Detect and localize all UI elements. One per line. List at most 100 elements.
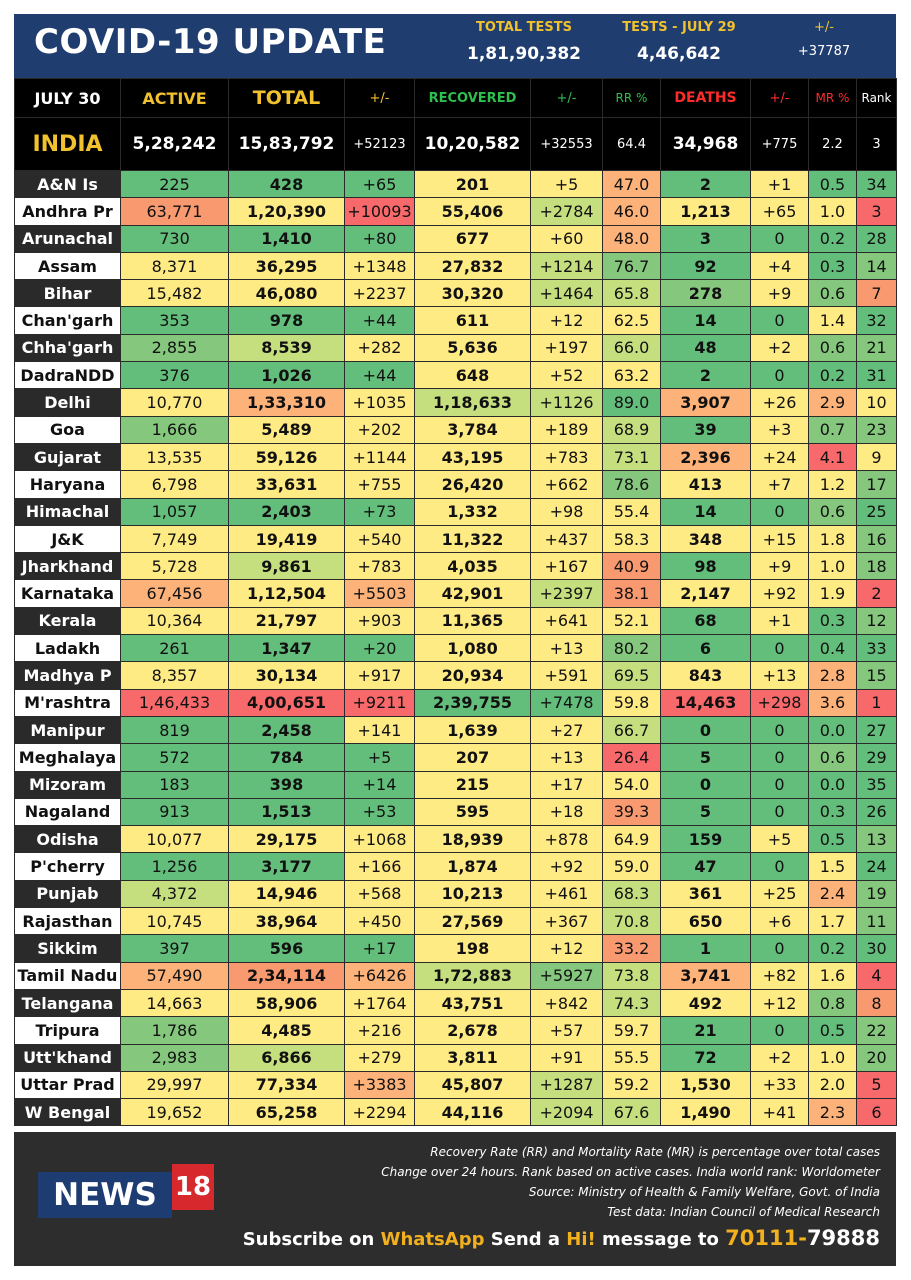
state-name: M'rashtra bbox=[14, 688, 121, 717]
cell-deaths-change: +41 bbox=[750, 1098, 809, 1127]
cell-recovered: 1,874 bbox=[414, 852, 531, 881]
state-name: Kerala bbox=[14, 606, 121, 636]
cell-mr: 2.0 bbox=[808, 1070, 857, 1100]
state-name: DadraNDD bbox=[14, 361, 121, 390]
cell-deaths-change: 0 bbox=[750, 497, 809, 526]
subscribe-line: Subscribe on WhatsApp Send a Hi! message… bbox=[243, 1226, 880, 1250]
phone-number-part2: 79888 bbox=[806, 1226, 880, 1250]
cell-deaths: 39 bbox=[660, 415, 751, 444]
cell-active: 6,798 bbox=[120, 470, 229, 499]
cell-active: 1,057 bbox=[120, 497, 229, 526]
cell-deaths: 14 bbox=[660, 497, 751, 526]
column-header-row: JULY 30 ACTIVE TOTAL +/- RECOVERED +/- R… bbox=[14, 78, 897, 118]
cell-total: 1,026 bbox=[228, 361, 345, 390]
cell-deaths-change: +2 bbox=[750, 1043, 809, 1072]
cell-deaths: 361 bbox=[660, 879, 751, 909]
cell-recovered: 215 bbox=[414, 770, 531, 799]
cell-rank: 2 bbox=[856, 579, 897, 608]
cell-active: 7,749 bbox=[120, 524, 229, 554]
cell-rr: 62.5 bbox=[602, 306, 661, 335]
cell-deaths: 48 bbox=[660, 333, 751, 363]
table-row: Mizoram 183 398 +14 215 +17 54.0 0 0 0.0 35 bbox=[14, 770, 897, 799]
cell-deaths: 3 bbox=[660, 224, 751, 253]
table-row: Telangana 14,663 58,906 +1764 43,751 +842 74.3… bbox=[14, 988, 897, 1018]
cell-deaths: 72 bbox=[660, 1043, 751, 1072]
cell-mr: 1.6 bbox=[808, 961, 857, 990]
cell-rr: 66.7 bbox=[602, 715, 661, 745]
state-name: Ladakh bbox=[14, 634, 121, 663]
cell-active: 10,745 bbox=[120, 907, 229, 936]
cell-active: 19,652 bbox=[120, 1098, 229, 1127]
cell-mr: 0.3 bbox=[808, 251, 857, 281]
cell-active: 57,490 bbox=[120, 961, 229, 990]
table-row: Karnataka 67,456 1,12,504 +5503 42,901 +2397 3… bbox=[14, 579, 897, 608]
cell-deaths-change: 0 bbox=[750, 934, 809, 963]
cell-mr: 1.5 bbox=[808, 852, 857, 881]
cell-recovered-change: +461 bbox=[530, 879, 603, 909]
total-tests-label: TOTAL TESTS bbox=[476, 20, 572, 35]
cell-rr: 38.1 bbox=[602, 579, 661, 608]
cell-rank: 18 bbox=[856, 552, 897, 581]
table-row: Himachal 1,057 2,403 +73 1,332 +98 55.4 14 0 0.6 2… bbox=[14, 497, 897, 526]
state-name: Mizoram bbox=[14, 770, 121, 799]
state-name: Uttar Prad bbox=[14, 1070, 121, 1100]
cell-total-change: +6426 bbox=[344, 961, 415, 990]
state-name: Telangana bbox=[14, 988, 121, 1018]
daily-tests-label: TESTS - JULY 29 bbox=[622, 20, 736, 35]
cell-mr: 0.5 bbox=[808, 169, 857, 199]
cell-recovered-change: +92 bbox=[530, 852, 603, 881]
cell-recovered: 3,811 bbox=[414, 1043, 531, 1072]
cell-deaths: 6 bbox=[660, 634, 751, 663]
cell-rr: 55.4 bbox=[602, 497, 661, 526]
cell-rank: 33 bbox=[856, 634, 897, 663]
cell-mr: 0.6 bbox=[808, 743, 857, 772]
cell-recovered-change: +197 bbox=[530, 333, 603, 363]
cell-rr: 52.1 bbox=[602, 606, 661, 636]
cell-total: 1,12,504 bbox=[228, 579, 345, 608]
cell-mr: 1.0 bbox=[808, 197, 857, 226]
table-row: Rajasthan 10,745 38,964 +450 27,569 +367 70.8 6… bbox=[14, 907, 897, 936]
cell-total-change: +10093 bbox=[344, 197, 415, 226]
cell-rank: 21 bbox=[856, 333, 897, 363]
cell-deaths: 1,213 bbox=[660, 197, 751, 226]
cell-deaths-change: 0 bbox=[750, 715, 809, 745]
cell-rr: 54.0 bbox=[602, 770, 661, 799]
cell-deaths-change: +82 bbox=[750, 961, 809, 990]
cell-active: 14,663 bbox=[120, 988, 229, 1018]
cell-deaths-change: +5 bbox=[750, 825, 809, 854]
india-name: INDIA bbox=[14, 117, 121, 171]
cell-total: 2,403 bbox=[228, 497, 345, 526]
cell-deaths-change: +3 bbox=[750, 415, 809, 444]
cell-recovered: 201 bbox=[414, 169, 531, 199]
cell-total-change: +166 bbox=[344, 852, 415, 881]
cell-recovered: 1,332 bbox=[414, 497, 531, 526]
table-row: Nagaland 913 1,513 +53 595 +18 39.3 5 0 0.3 26 bbox=[14, 797, 897, 827]
cell-mr: 2.9 bbox=[808, 388, 857, 417]
tests-change-label: +/- bbox=[814, 20, 834, 35]
cell-active: 397 bbox=[120, 934, 229, 963]
cell-rank: 27 bbox=[856, 715, 897, 745]
table-row: Punjab 4,372 14,946 +568 10,213 +461 68.3 361 +2… bbox=[14, 879, 897, 909]
cell-recovered: 2,39,755 bbox=[414, 688, 531, 717]
cell-recovered: 3,784 bbox=[414, 415, 531, 444]
table-row: Utt'khand 2,983 6,866 +279 3,811 +91 55.5 72 +2 1… bbox=[14, 1043, 897, 1072]
total-tests-block: TOTAL TESTS 1,81,90,382 bbox=[449, 20, 599, 64]
cell-total: 46,080 bbox=[228, 279, 345, 308]
cell-recovered-change: +5 bbox=[530, 169, 603, 199]
cell-total-change: +44 bbox=[344, 361, 415, 390]
cell-rank: 7 bbox=[856, 279, 897, 308]
cell-rank: 17 bbox=[856, 470, 897, 499]
cell-rr: 68.3 bbox=[602, 879, 661, 909]
cell-deaths: 1 bbox=[660, 934, 751, 963]
cell-mr: 0.3 bbox=[808, 606, 857, 636]
table-row: W Bengal 19,652 65,258 +2294 44,116 +2094 67.6… bbox=[14, 1098, 897, 1127]
cell-deaths-change: 0 bbox=[750, 224, 809, 253]
cell-recovered-change: +167 bbox=[530, 552, 603, 581]
india-total-change: +52123 bbox=[344, 117, 415, 171]
cell-rr: 69.5 bbox=[602, 661, 661, 690]
cell-active: 1,256 bbox=[120, 852, 229, 881]
table-row: Andhra Pr 63,771 1,20,390 +10093 55,406 +2784… bbox=[14, 197, 897, 226]
state-name: W Bengal bbox=[14, 1098, 121, 1127]
cell-deaths: 5 bbox=[660, 797, 751, 827]
cell-deaths-change: +1 bbox=[750, 606, 809, 636]
